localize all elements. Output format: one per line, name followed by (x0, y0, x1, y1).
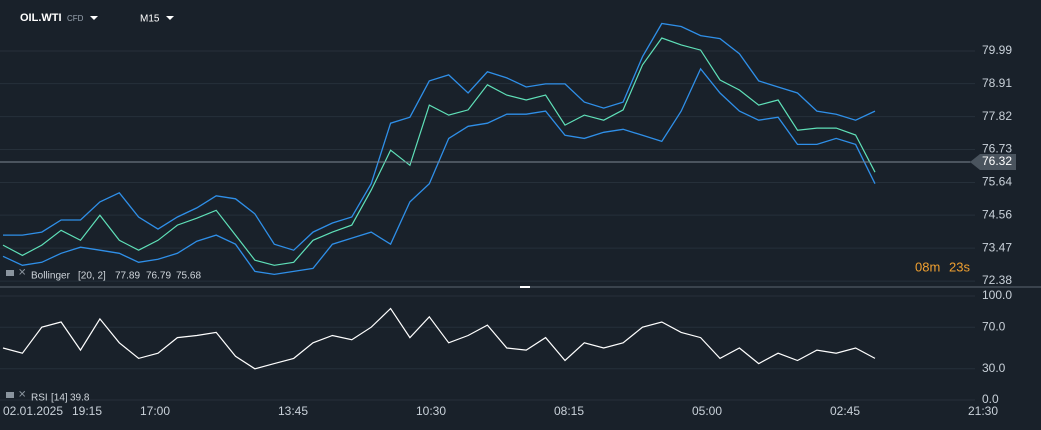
x-tick-label: 13:45 (278, 404, 308, 418)
bollinger-upper: 77.89 (115, 271, 140, 282)
x-tick-label: 08:15 (554, 404, 584, 418)
y-tick-label: 73.47 (982, 240, 1012, 254)
bollinger-params: [20, 2] (78, 271, 106, 282)
y-tick-label: 100.0 (982, 288, 1012, 302)
price-line (2, 37, 876, 266)
x-tick-label: 19:15 (72, 404, 102, 418)
dropdown-arrow[interactable] (90, 16, 98, 20)
dropdown-arrow[interactable] (166, 16, 174, 20)
timer-minutes: 08m (915, 259, 940, 274)
symbol[interactable]: OIL.WTI (20, 12, 62, 24)
indicator-close[interactable]: ✕ (18, 268, 26, 279)
instrument-type: CFD (67, 14, 84, 23)
y-tick-label: 76.73 (982, 142, 1012, 156)
y-tick-label: 75.64 (982, 175, 1012, 189)
bollinger-middle: 76.79 (146, 271, 171, 282)
bollinger-name: Bollinger (31, 271, 71, 282)
indicator-menu[interactable] (6, 392, 14, 398)
indicator-close[interactable]: ✕ (18, 390, 26, 401)
bollinger-band (2, 67, 876, 276)
x-tick-label: 05:00 (692, 404, 722, 418)
bollinger-lower: 75.68 (176, 271, 201, 282)
rsi-value: 39.8 (70, 393, 90, 404)
y-tick-label: 78.91 (982, 76, 1012, 90)
last-price-label: 76.32 (982, 154, 1012, 168)
x-tick-label: 21:30 (968, 404, 998, 418)
timer-seconds: 23s (949, 259, 970, 274)
y-tick-label: 30.0 (982, 361, 1006, 375)
indicator-menu[interactable] (6, 270, 14, 276)
y-tick-label: 72.38 (982, 273, 1012, 287)
rsi-params: [14] (51, 393, 68, 404)
y-tick-label: 74.56 (982, 207, 1012, 221)
timeframe[interactable]: M15 (140, 14, 160, 25)
y-tick-label: 70.0 (982, 319, 1006, 333)
rsi-name: RSI (31, 393, 48, 404)
x-tick-label: 02.01.2025 (3, 404, 63, 418)
x-tick-label: 17:00 (140, 404, 170, 418)
y-tick-label: 79.99 (982, 43, 1012, 57)
rsi-line (2, 307, 876, 370)
last-price-tag (970, 153, 1016, 170)
y-tick-label: 77.82 (982, 109, 1012, 123)
bollinger-band (3, 22, 876, 251)
y-tick-label: 0.0 (982, 392, 999, 406)
x-tick-label: 10:30 (416, 404, 446, 418)
x-tick-label: 02:45 (830, 404, 860, 418)
